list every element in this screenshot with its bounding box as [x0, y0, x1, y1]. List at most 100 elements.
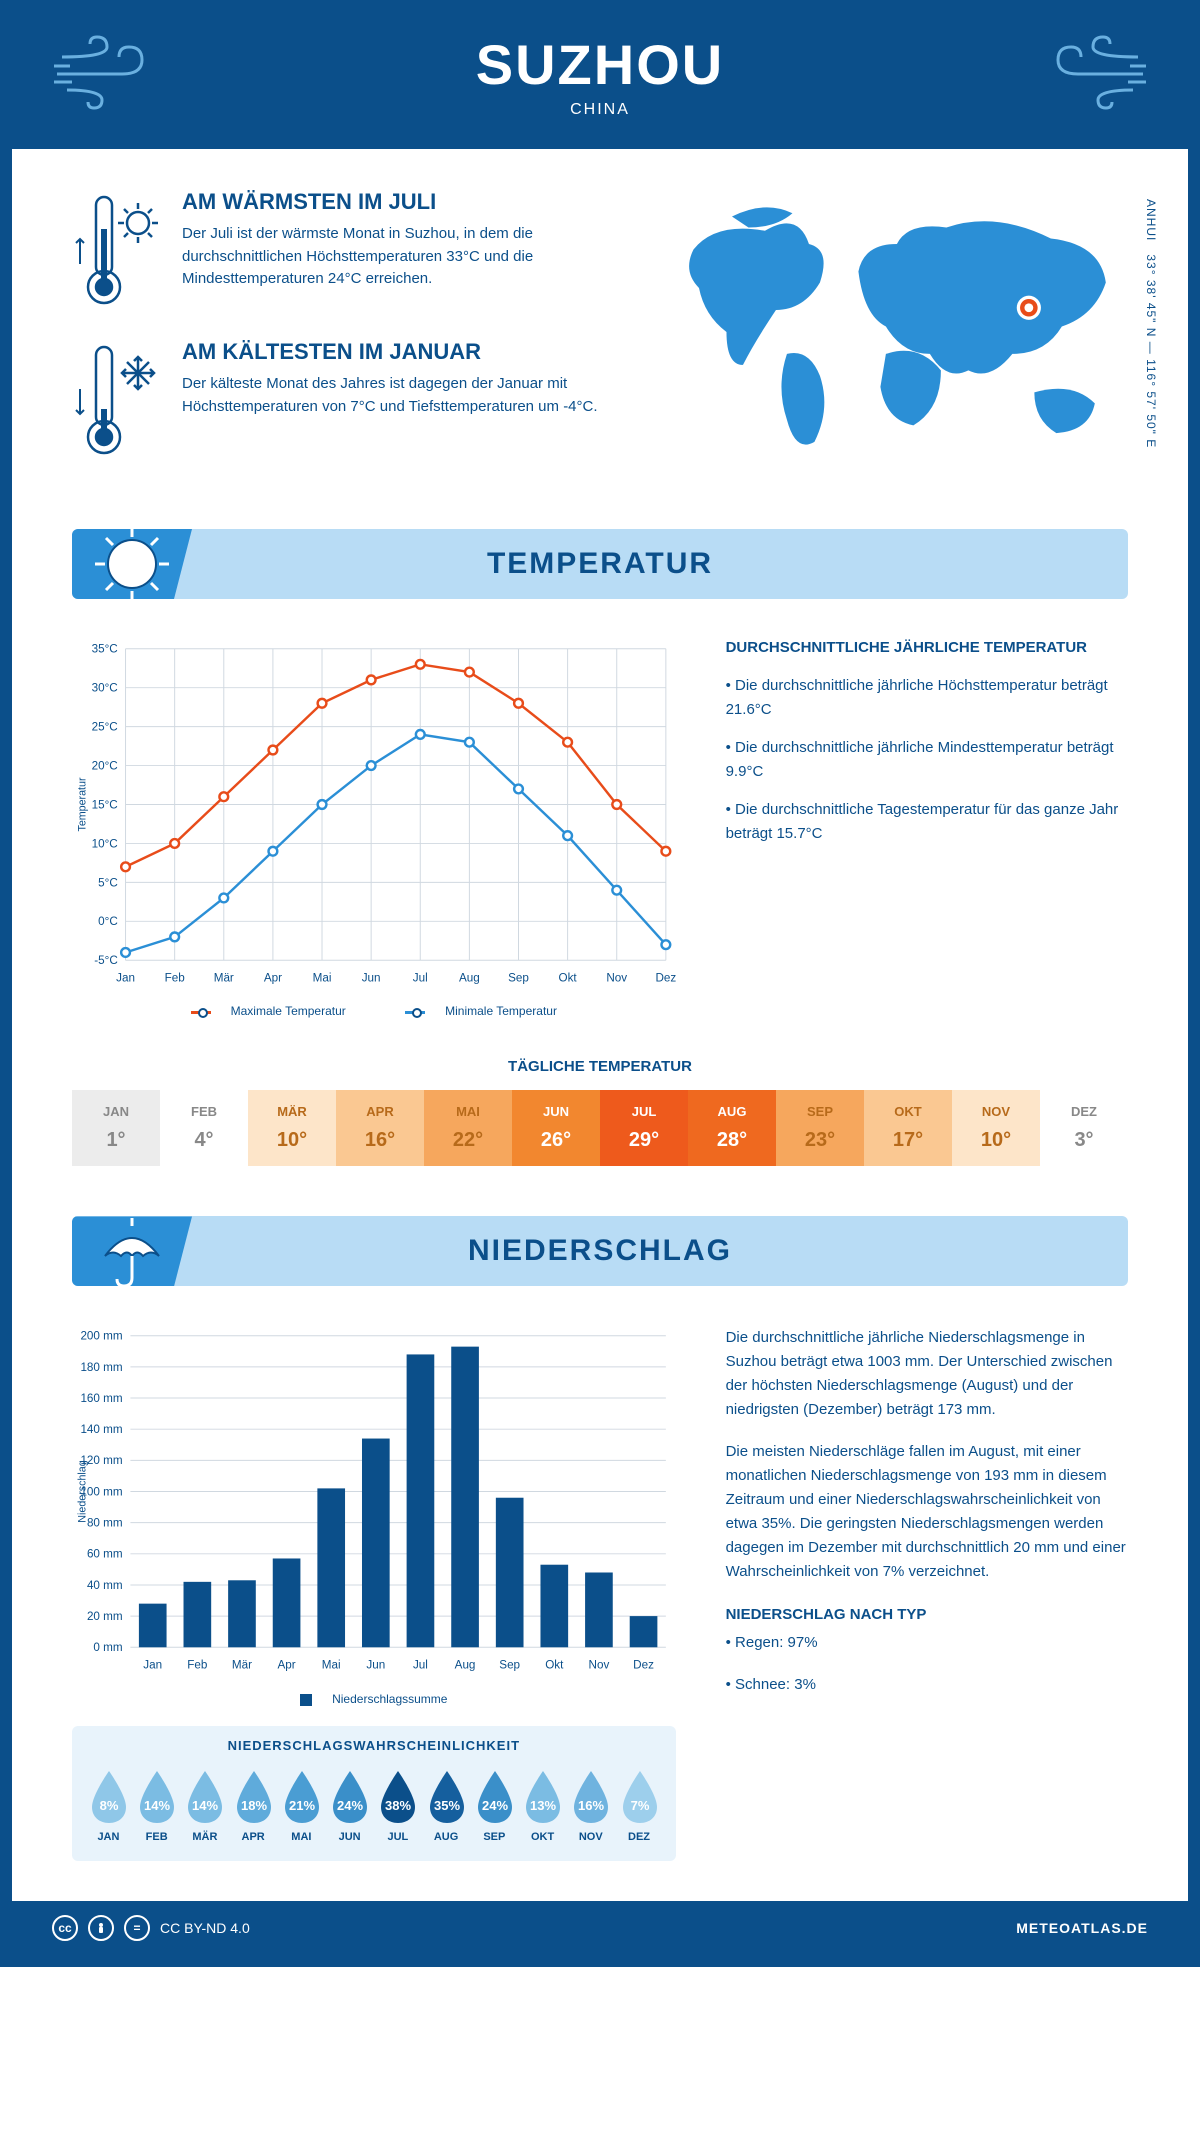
svg-text:24%: 24%	[337, 1798, 363, 1813]
svg-text:Sep: Sep	[508, 972, 529, 985]
svg-text:10°C: 10°C	[92, 837, 118, 850]
precip-text: Die durchschnittliche jährliche Niedersc…	[726, 1326, 1128, 1860]
precip-type-title: NIEDERSCHLAG NACH TYP	[726, 1606, 1128, 1623]
by-icon	[88, 1915, 114, 1941]
temperature-block: -5°C0°C5°C10°C15°C20°C25°C30°C35°CJanFeb…	[72, 639, 1128, 1018]
svg-text:0°C: 0°C	[98, 915, 118, 928]
svg-text:Mai: Mai	[322, 1659, 341, 1672]
svg-text:5°C: 5°C	[98, 876, 118, 889]
probability-drop: 14% FEB	[134, 1767, 179, 1843]
precip-type-rain: • Regen: 97%	[726, 1631, 1128, 1655]
svg-text:Mär: Mär	[232, 1659, 252, 1672]
probability-drop: 18% APR	[231, 1767, 276, 1843]
daily-temp-cell: SEP23°	[776, 1090, 864, 1166]
daily-temp-cell: FEB4°	[160, 1090, 248, 1166]
license-text: CC BY-ND 4.0	[160, 1920, 250, 1936]
svg-text:Jun: Jun	[366, 1659, 385, 1672]
warmest-fact: AM WÄRMSTEN IM JULI Der Juli ist der wär…	[72, 189, 626, 309]
daily-temp-cell: AUG28°	[688, 1090, 776, 1166]
svg-text:Mär: Mär	[214, 972, 234, 985]
probability-drop: 7% DEZ	[617, 1767, 662, 1843]
page-container: SUZHOU CHINA	[0, 0, 1200, 1967]
coordinates-label: ANHUI 33° 38' 45" N — 116° 57' 50" E	[1144, 199, 1158, 448]
svg-text:35%: 35%	[434, 1798, 460, 1813]
thermometer-cold-icon	[72, 339, 162, 459]
svg-text:Jun: Jun	[362, 972, 381, 985]
svg-text:80 mm: 80 mm	[87, 1517, 123, 1530]
temp-info-b1: • Die durchschnittliche jährliche Höchst…	[726, 674, 1128, 722]
precip-type-snow: • Schnee: 3%	[726, 1673, 1128, 1697]
svg-text:38%: 38%	[385, 1798, 411, 1813]
temperature-banner: TEMPERATUR	[72, 529, 1128, 599]
svg-text:40 mm: 40 mm	[87, 1579, 123, 1592]
precip-left: 0 mm20 mm40 mm60 mm80 mm100 mm120 mm140 …	[72, 1326, 676, 1860]
prob-title: NIEDERSCHLAGSWAHRSCHEINLICHKEIT	[86, 1738, 662, 1753]
daily-temp-grid: JAN1°FEB4°MÄR10°APR16°MAI22°JUN26°JUL29°…	[72, 1090, 1128, 1166]
svg-text:24%: 24%	[482, 1798, 508, 1813]
country-label: CHINA	[52, 101, 1148, 119]
svg-text:21%: 21%	[289, 1798, 315, 1813]
coldest-fact: AM KÄLTESTEN IM JANUAR Der kälteste Mona…	[72, 339, 626, 459]
probability-drop: 24% JUN	[327, 1767, 372, 1843]
warmest-text: Der Juli ist der wärmste Monat in Suzhou…	[182, 223, 626, 291]
precip-block: 0 mm20 mm40 mm60 mm80 mm100 mm120 mm140 …	[72, 1326, 1128, 1860]
svg-text:Jan: Jan	[143, 1659, 162, 1672]
sun-icon	[93, 529, 171, 599]
daily-temp-cell: OKT17°	[864, 1090, 952, 1166]
svg-text:Dez: Dez	[633, 1659, 654, 1672]
umbrella-icon	[93, 1216, 171, 1286]
svg-text:200 mm: 200 mm	[80, 1330, 122, 1343]
temperature-chart: -5°C0°C5°C10°C15°C20°C25°C30°C35°CJanFeb…	[72, 639, 676, 1018]
svg-text:Okt: Okt	[559, 972, 578, 985]
probability-drop: 13% OKT	[520, 1767, 565, 1843]
daily-temp-cell: JUL29°	[600, 1090, 688, 1166]
precip-p2: Die meisten Niederschläge fallen im Augu…	[726, 1440, 1128, 1584]
svg-text:35°C: 35°C	[92, 643, 118, 656]
daily-temp-title: TÄGLICHE TEMPERATUR	[72, 1058, 1128, 1075]
precip-p1: Die durchschnittliche jährliche Niedersc…	[726, 1326, 1128, 1422]
svg-text:60 mm: 60 mm	[87, 1548, 123, 1561]
daily-temp-cell: MAI22°	[424, 1090, 512, 1166]
daily-temp-cell: JUN26°	[512, 1090, 600, 1166]
wind-icon-left	[52, 32, 172, 112]
daily-temp-cell: MÄR10°	[248, 1090, 336, 1166]
temperature-info: DURCHSCHNITTLICHE JÄHRLICHE TEMPERATUR •…	[726, 639, 1128, 1018]
coldest-text: Der kälteste Monat des Jahres ist dagege…	[182, 373, 626, 418]
svg-text:15°C: 15°C	[92, 798, 118, 811]
precip-legend: Niederschlagssumme	[72, 1692, 676, 1706]
probability-drop: 38% JUL	[375, 1767, 420, 1843]
svg-text:140 mm: 140 mm	[80, 1424, 122, 1437]
svg-text:Okt: Okt	[545, 1659, 564, 1672]
svg-text:Apr: Apr	[277, 1659, 295, 1672]
header: SUZHOU CHINA	[12, 12, 1188, 149]
precip-banner: NIEDERSCHLAG	[72, 1216, 1128, 1286]
nd-icon: =	[124, 1915, 150, 1941]
content: AM WÄRMSTEN IM JULI Der Juli ist der wär…	[12, 149, 1188, 1901]
svg-text:20°C: 20°C	[92, 759, 118, 772]
footer: cc = CC BY-ND 4.0 METEOATLAS.DE	[12, 1901, 1188, 1955]
city-title: SUZHOU	[52, 32, 1148, 97]
daily-temp-cell: NOV10°	[952, 1090, 1040, 1166]
svg-text:Jul: Jul	[413, 972, 428, 985]
svg-text:8%: 8%	[100, 1798, 119, 1813]
svg-text:14%: 14%	[192, 1798, 218, 1813]
svg-text:16%: 16%	[578, 1798, 604, 1813]
precip-heading: NIEDERSCHLAG	[92, 1234, 1108, 1268]
site-label: METEOATLAS.DE	[1016, 1920, 1148, 1936]
svg-text:Jan: Jan	[116, 972, 135, 985]
precip-bar-chart: 0 mm20 mm40 mm60 mm80 mm100 mm120 mm140 …	[72, 1326, 676, 1676]
svg-text:180 mm: 180 mm	[80, 1361, 122, 1374]
svg-text:Temperatur: Temperatur	[77, 777, 89, 831]
coldest-title: AM KÄLTESTEN IM JANUAR	[182, 339, 626, 365]
probability-drop: 14% MÄR	[182, 1767, 227, 1843]
probability-drop: 21% MAI	[279, 1767, 324, 1843]
license-block: cc = CC BY-ND 4.0	[52, 1915, 250, 1941]
svg-text:0 mm: 0 mm	[93, 1642, 122, 1655]
probability-drop: 8% JAN	[86, 1767, 131, 1843]
cc-icon: cc	[52, 1915, 78, 1941]
temp-legend: Maximale Temperatur Minimale Temperatur	[72, 1004, 676, 1018]
svg-text:Jul: Jul	[413, 1659, 428, 1672]
svg-text:160 mm: 160 mm	[80, 1392, 122, 1405]
map-area: ANHUI 33° 38' 45" N — 116° 57' 50" E	[666, 189, 1128, 489]
svg-text:14%: 14%	[144, 1798, 170, 1813]
